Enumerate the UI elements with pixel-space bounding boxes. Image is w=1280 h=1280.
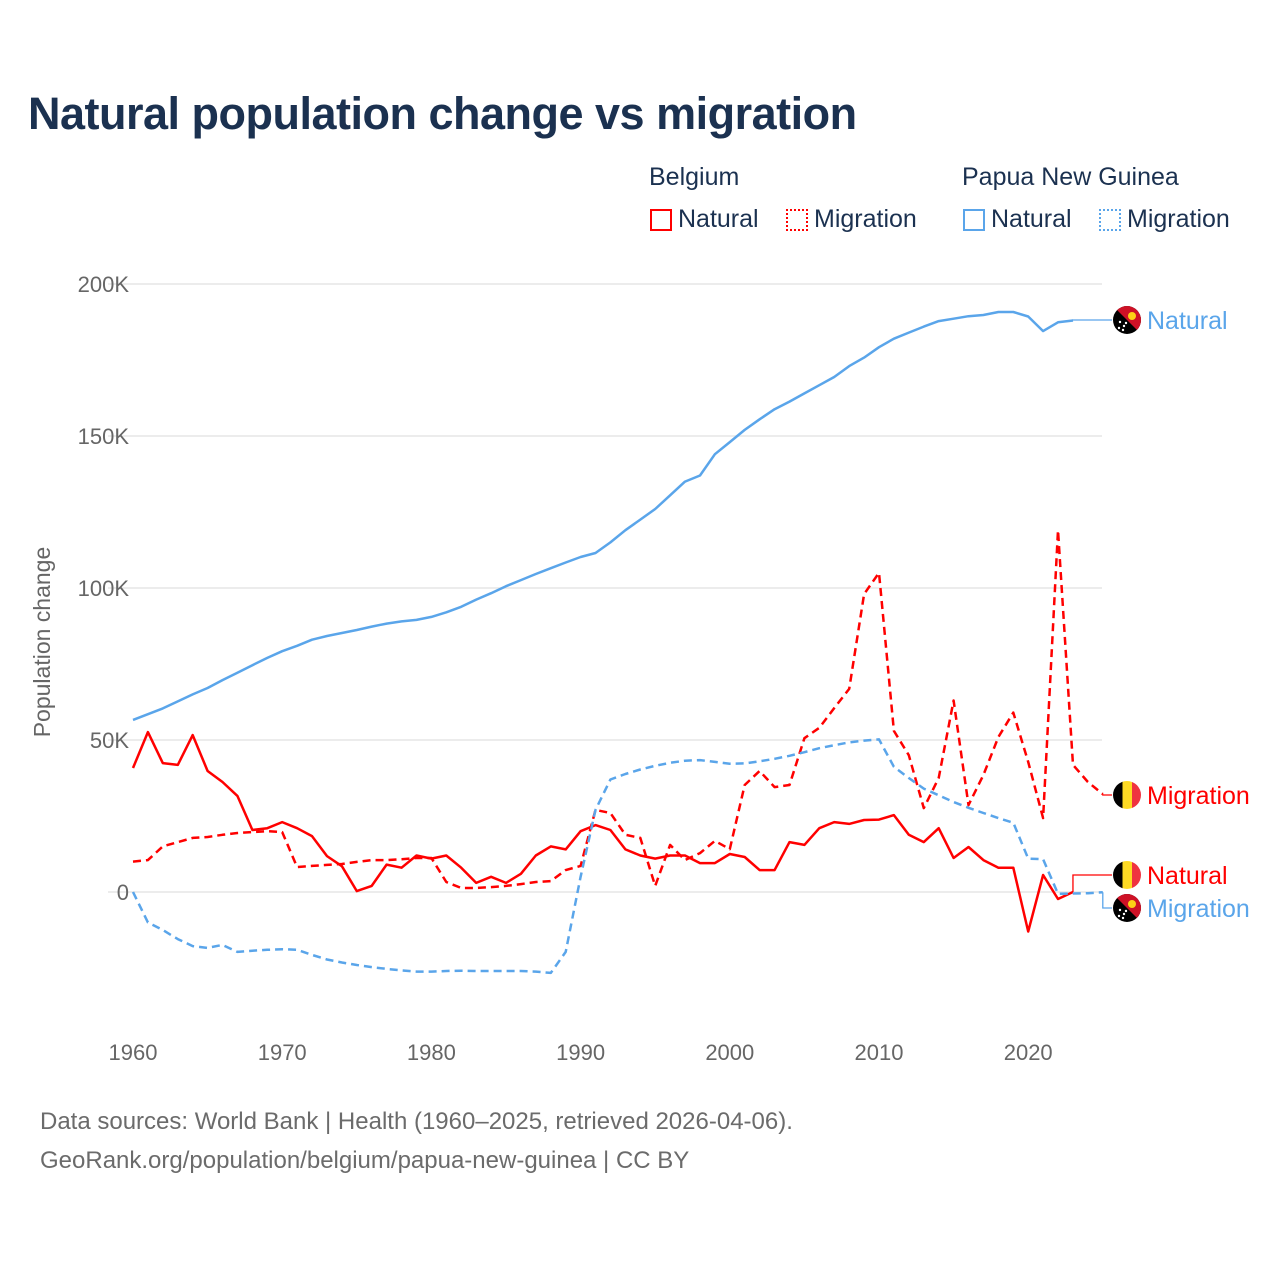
bird-of-paradise-icon bbox=[1128, 312, 1136, 320]
flag-fill bbox=[1113, 894, 1141, 922]
flag-fill bbox=[1113, 306, 1141, 334]
legend-png-natural[interactable]: Natural bbox=[963, 205, 1072, 234]
star-icon bbox=[1122, 912, 1126, 916]
belgium-flag-icon bbox=[1113, 781, 1141, 809]
footer-link[interactable]: GeoRank.org/population/belgium/papua-new… bbox=[40, 1147, 690, 1174]
star-icon bbox=[1121, 328, 1125, 332]
star-icon bbox=[1118, 908, 1122, 912]
y-tick-label: 0 bbox=[117, 880, 129, 905]
flag-stripe bbox=[1113, 781, 1123, 809]
series-line-belgium-migration bbox=[132, 528, 1104, 890]
series-line-papua-new-guinea-natural bbox=[132, 310, 1074, 722]
series-line-papua-new-guinea-migration bbox=[131, 738, 1103, 975]
end-label-belgium-natural: Natural bbox=[1147, 862, 1228, 890]
legend-swatch-solid-icon bbox=[650, 208, 672, 231]
belgium-flag-icon bbox=[1113, 861, 1141, 889]
legend-group-belgium: Belgium bbox=[649, 163, 740, 191]
legend-label: Natural bbox=[991, 205, 1072, 233]
footer-sources: Data sources: World Bank | Health (1960–… bbox=[40, 1108, 793, 1135]
x-tick-label: 1970 bbox=[258, 1040, 307, 1065]
x-tick-label: 2010 bbox=[855, 1040, 904, 1065]
label-connector bbox=[1102, 892, 1112, 909]
flag-fill bbox=[1113, 781, 1141, 809]
flag-stripe bbox=[1132, 861, 1141, 889]
y-tick-label: 150K bbox=[78, 424, 130, 449]
y-tick-label: 100K bbox=[78, 576, 130, 601]
x-tick-label: 1980 bbox=[407, 1040, 456, 1065]
x-tick-label: 1960 bbox=[109, 1040, 158, 1065]
star-icon bbox=[1124, 909, 1128, 913]
end-label-papua-new-guinea-migration: Migration bbox=[1147, 895, 1250, 923]
star-icon bbox=[1121, 916, 1125, 920]
end-label-belgium-migration: Migration bbox=[1147, 782, 1250, 810]
series-line-belgium-natural bbox=[131, 730, 1074, 933]
flag-stripe bbox=[1122, 781, 1132, 809]
legend-group-png: Papua New Guinea bbox=[962, 163, 1179, 191]
bird-of-paradise-icon bbox=[1128, 900, 1136, 908]
legend-swatch-solid-icon bbox=[963, 208, 985, 231]
legend-belgium-migration[interactable]: Migration bbox=[786, 205, 917, 234]
papua-new-guinea-flag-icon bbox=[1113, 306, 1141, 334]
x-tick-label: 1990 bbox=[556, 1040, 605, 1065]
y-axis-label: Population change bbox=[29, 547, 55, 738]
legend-swatch-dotted-icon bbox=[786, 208, 808, 231]
flag-stripe bbox=[1122, 861, 1132, 889]
papua-new-guinea-flag-icon bbox=[1113, 894, 1141, 922]
label-connector bbox=[1102, 794, 1112, 796]
star-icon bbox=[1117, 914, 1121, 918]
x-tick-label: 2000 bbox=[705, 1040, 754, 1065]
label-connector bbox=[1072, 874, 1112, 892]
legend-label: Migration bbox=[1127, 205, 1230, 233]
flag-fill bbox=[1113, 861, 1141, 889]
legend-belgium-natural[interactable]: Natural bbox=[650, 205, 759, 234]
star-icon bbox=[1118, 320, 1122, 324]
legend-label: Natural bbox=[678, 205, 759, 233]
flag-stripe bbox=[1132, 781, 1141, 809]
star-icon bbox=[1124, 321, 1128, 325]
y-tick-label: 50K bbox=[90, 728, 129, 753]
chart-title: Natural population change vs migration bbox=[28, 88, 857, 139]
star-icon bbox=[1117, 326, 1121, 330]
legend-swatch-dotted-icon bbox=[1099, 208, 1121, 231]
legend-png-migration[interactable]: Migration bbox=[1099, 205, 1230, 234]
legend-label: Migration bbox=[814, 205, 917, 233]
star-icon bbox=[1122, 324, 1126, 328]
flag-stripe bbox=[1113, 861, 1123, 889]
end-label-papua-new-guinea-natural: Natural bbox=[1147, 307, 1228, 335]
x-tick-label: 2020 bbox=[1004, 1040, 1053, 1065]
y-tick-label: 200K bbox=[78, 272, 130, 297]
